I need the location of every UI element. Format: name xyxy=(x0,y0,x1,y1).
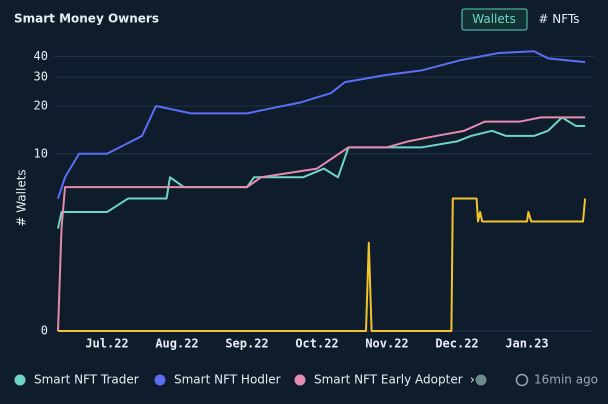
legend-dot[interactable] xyxy=(154,374,166,386)
x-tick-label: Dec.22 xyxy=(435,337,478,351)
toggle-nfts[interactable]: # NFTs xyxy=(538,12,579,26)
y-tick-label: 0 xyxy=(41,324,48,338)
y-tick-label: 10 xyxy=(34,146,48,160)
toggle-active[interactable] xyxy=(461,8,528,31)
legend-dot[interactable] xyxy=(14,374,26,386)
series-line xyxy=(57,116,586,332)
y-tick-label: 40 xyxy=(34,49,48,63)
x-tick-label: Oct.22 xyxy=(295,337,338,351)
x-tick-label: Nov.22 xyxy=(365,337,408,351)
y-axis-label: # Wallets xyxy=(15,169,29,226)
legend-dot-hidden xyxy=(475,374,487,386)
legend-label[interactable]: Smart NFT Hodler xyxy=(174,373,281,387)
x-tick-label: Jul.22 xyxy=(85,337,128,351)
series-line xyxy=(58,197,587,332)
legend-label[interactable]: Smart NFT Early Adopter xyxy=(314,373,463,387)
x-tick-label: Jan.23 xyxy=(505,337,548,351)
toggle-wallets[interactable]: Wallets xyxy=(472,12,515,26)
x-tick-label: Sep.22 xyxy=(225,337,268,351)
legend-dot[interactable] xyxy=(294,374,306,386)
chart-title: Smart Money Owners xyxy=(14,12,159,26)
x-tick-label: Aug.22 xyxy=(155,337,198,351)
series-line xyxy=(57,116,586,229)
series-line xyxy=(57,50,586,199)
y-tick-label: 20 xyxy=(34,98,48,112)
clock-icon xyxy=(515,373,529,387)
y-tick-label: 30 xyxy=(34,70,48,84)
legend-label[interactable]: Smart NFT Trader xyxy=(34,373,139,387)
legend-next[interactable]: › xyxy=(470,373,475,387)
updated: 16min ago xyxy=(534,373,598,387)
